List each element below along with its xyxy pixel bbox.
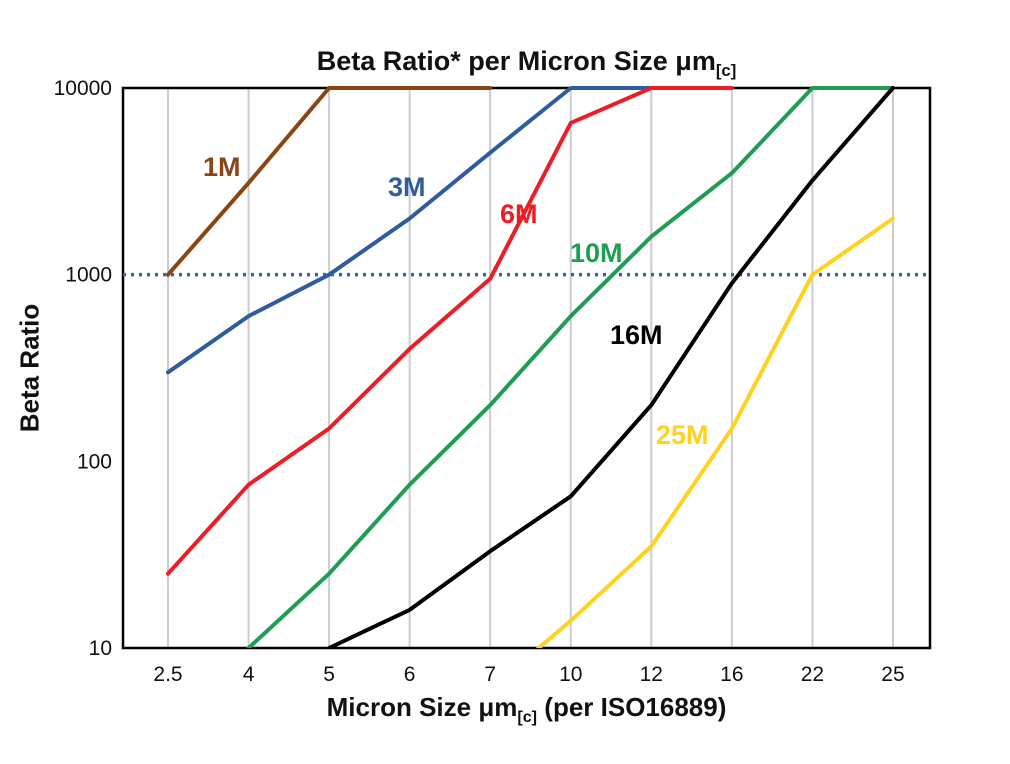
y-tick-1000: 1000	[65, 264, 112, 287]
x-tick-7: 7	[484, 663, 496, 686]
chart-title-text: Beta Ratio* per Micron Size μm	[316, 46, 716, 76]
chart-title-subscript: [c]	[715, 60, 737, 80]
x-tick-4: 4	[243, 663, 255, 686]
series-line-25M	[535, 216, 895, 648]
chart-title: Beta Ratio* per Micron Size μm[c]	[123, 46, 930, 80]
x-axis-title-suffix: (per ISO16889)	[537, 692, 727, 722]
x-axis-title: Micron Size μm[c] (per ISO16889)	[123, 692, 930, 726]
y-tick-10000: 10000	[54, 77, 112, 100]
x-tick-10: 10	[559, 663, 582, 686]
x-tick-12: 12	[640, 663, 663, 686]
series-line-3M	[166, 86, 654, 375]
y-tick-10: 10	[89, 637, 112, 660]
x-axis-title-subscript: [c]	[517, 707, 538, 726]
series-line-16M	[327, 86, 895, 648]
x-tick-6: 6	[404, 663, 416, 686]
y-axis-title: Beta Ratio	[14, 303, 45, 433]
series-label-1M: 1M	[203, 152, 241, 182]
series-label-25M: 25M	[656, 420, 709, 450]
series-line-1M	[166, 86, 493, 277]
plot-border	[121, 86, 932, 650]
x-tick-2.5: 2.5	[153, 663, 182, 686]
x-tick-25: 25	[881, 663, 904, 686]
series-label-16M: 16M	[610, 320, 663, 350]
series-label-6M: 6M	[500, 199, 538, 229]
x-tick-16: 16	[720, 663, 743, 686]
series-label-3M: 3M	[388, 172, 426, 202]
x-tick-22: 22	[801, 663, 824, 686]
series-line-6M	[166, 86, 734, 576]
series-label-10M: 10M	[570, 238, 623, 268]
x-axis-title-text: Micron Size μm	[326, 692, 518, 722]
series-line-10M	[246, 86, 895, 648]
x-tick-5: 5	[323, 663, 335, 686]
y-tick-100: 100	[77, 450, 112, 473]
